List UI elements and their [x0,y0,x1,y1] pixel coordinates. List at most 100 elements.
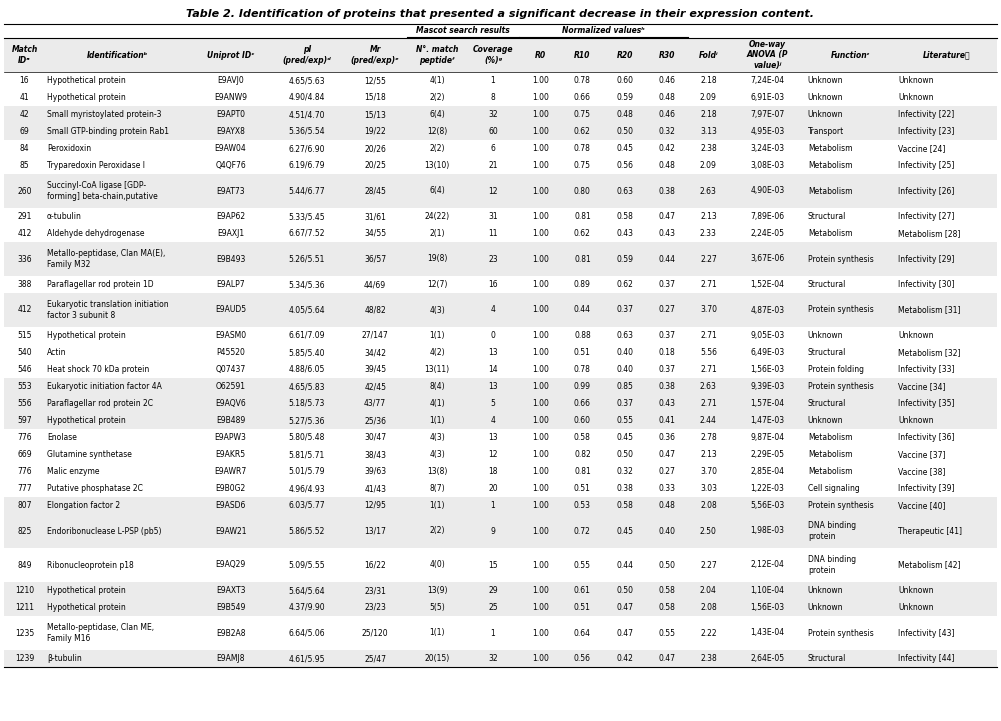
Bar [4,344,997,361]
Text: 0.45: 0.45 [617,144,633,153]
Text: 1.00: 1.00 [532,365,549,374]
Text: E9AP62: E9AP62 [216,212,245,221]
Text: Unknown: Unknown [808,603,844,612]
Text: 0.66: 0.66 [574,93,591,102]
Text: 825: 825 [17,526,32,536]
Text: 0.40: 0.40 [617,348,633,357]
Text: 5.27/5.36: 5.27/5.36 [288,416,325,425]
Text: 0.32: 0.32 [659,127,676,136]
Text: Enolase: Enolase [47,433,77,442]
Text: Table 2. Identification of proteins that presented a significant decrease in the: Table 2. Identification of proteins that… [186,9,815,19]
Text: 13(11): 13(11) [424,365,449,374]
Text: 0.42: 0.42 [659,144,676,153]
Text: 2.13: 2.13 [700,212,717,221]
Text: Unknown: Unknown [808,586,844,595]
Text: Ribonucleoprotein p18: Ribonucleoprotein p18 [47,560,134,570]
Text: 1,56E-03: 1,56E-03 [751,365,785,374]
Text: O62591: O62591 [215,382,245,391]
Text: Metallo-peptidase, Clan MA(E),
Family M32: Metallo-peptidase, Clan MA(E), Family M3… [47,249,165,269]
Bar [4,548,997,582]
Text: 1.00: 1.00 [532,399,549,408]
Text: 0.50: 0.50 [617,586,633,595]
Text: 23/23: 23/23 [364,603,386,612]
Text: Coverage
(%)ᵍ: Coverage (%)ᵍ [472,45,514,65]
Text: 0.38: 0.38 [617,484,633,493]
Text: Protein synthesis: Protein synthesis [808,501,874,510]
Text: 42: 42 [20,110,29,119]
Text: Unknown: Unknown [899,93,934,102]
Text: Protein synthesis: Protein synthesis [808,306,874,314]
Text: 412: 412 [17,229,32,238]
Text: 25/120: 25/120 [361,629,388,637]
Text: 540: 540 [17,348,32,357]
Text: 16: 16 [20,76,29,85]
Text: Eukaryotic translation initiation
factor 3 subunit 8: Eukaryotic translation initiation factor… [47,301,168,319]
Text: 2.71: 2.71 [700,331,717,340]
Text: Unknown: Unknown [808,416,844,425]
Text: 0.47: 0.47 [617,603,633,612]
Text: 0.40: 0.40 [659,526,676,536]
Text: 0.37: 0.37 [617,399,633,408]
Text: R30: R30 [659,50,675,60]
Text: R0: R0 [535,50,546,60]
Text: 20(15): 20(15) [424,654,449,663]
Bar [4,327,997,344]
Text: 8(7): 8(7) [429,484,445,493]
Text: 0.58: 0.58 [574,433,591,442]
Text: 0.85: 0.85 [617,382,633,391]
Text: 1.00: 1.00 [532,433,549,442]
Text: 0.38: 0.38 [659,187,676,195]
Text: 2.13: 2.13 [700,450,717,459]
Text: 3.03: 3.03 [700,484,717,493]
Text: R20: R20 [617,50,633,60]
Text: 0.51: 0.51 [574,603,591,612]
Text: 291: 291 [17,212,32,221]
Text: E9AKR5: E9AKR5 [215,450,245,459]
Text: 2.71: 2.71 [700,280,717,289]
Text: N°. match
peptideᶠ: N°. match peptideᶠ [416,45,458,65]
Text: 1210: 1210 [15,586,34,595]
Text: Unknown: Unknown [899,603,934,612]
Text: 4: 4 [490,306,495,314]
Bar [4,276,997,293]
Text: 2(2): 2(2) [429,526,445,536]
Text: 5.18/5.73: 5.18/5.73 [288,399,325,408]
Text: 36/57: 36/57 [364,255,386,263]
Text: 6,49E-03: 6,49E-03 [750,348,785,357]
Text: Protein synthesis: Protein synthesis [808,629,874,637]
Text: E9ALP7: E9ALP7 [216,280,245,289]
Text: 9,05E-03: 9,05E-03 [750,331,785,340]
Text: Hypothetical protein: Hypothetical protein [47,93,126,102]
Text: 669: 669 [17,450,32,459]
Text: 9,87E-04: 9,87E-04 [751,433,785,442]
Bar [4,395,997,412]
Text: 0.78: 0.78 [574,365,591,374]
Text: 1.00: 1.00 [532,501,549,510]
Text: 12: 12 [488,187,497,195]
Text: Vaccine [34]: Vaccine [34] [899,382,946,391]
Text: Vaccine [24]: Vaccine [24] [899,144,946,153]
Bar [4,497,997,514]
Text: 0.82: 0.82 [574,450,591,459]
Text: 6.61/7.09: 6.61/7.09 [288,331,325,340]
Text: 34/42: 34/42 [364,348,386,357]
Text: 0.44: 0.44 [574,306,591,314]
Text: 0.33: 0.33 [659,484,676,493]
Text: Normalized valuesʰ: Normalized valuesʰ [563,26,645,35]
Text: 546: 546 [17,365,32,374]
Text: 6(4): 6(4) [429,110,445,119]
Text: Protein folding: Protein folding [808,365,864,374]
Text: Protein synthesis: Protein synthesis [808,382,874,391]
Text: Hypothetical protein: Hypothetical protein [47,331,126,340]
Text: 6: 6 [490,144,495,153]
Text: 0.59: 0.59 [617,93,633,102]
Text: E9AW04: E9AW04 [214,144,246,153]
Text: 0.58: 0.58 [659,586,676,595]
Text: 1.00: 1.00 [532,654,549,663]
Text: 2.18: 2.18 [700,110,717,119]
Text: 0.50: 0.50 [617,127,633,136]
Text: 1.00: 1.00 [532,127,549,136]
Text: 8(4): 8(4) [429,382,445,391]
Text: 1.00: 1.00 [532,187,549,195]
Text: 1.00: 1.00 [532,306,549,314]
